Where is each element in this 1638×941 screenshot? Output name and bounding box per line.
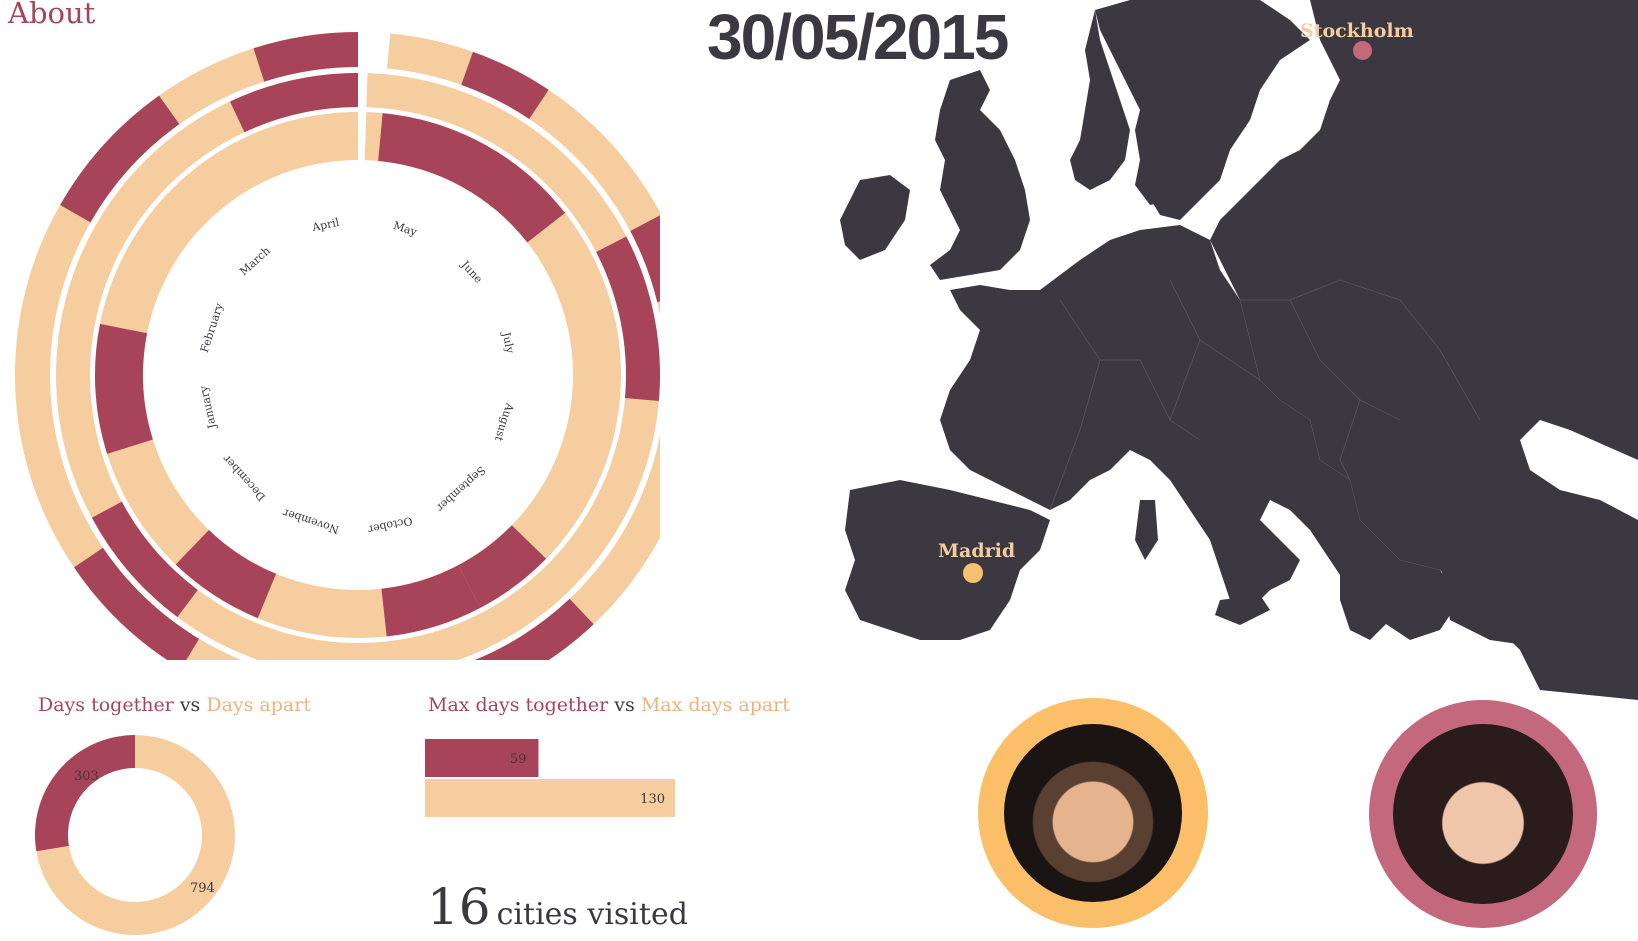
max-days-apart-label: Max days apart	[640, 694, 790, 716]
vs-label: vs	[179, 694, 201, 716]
map-norway	[1070, 10, 1130, 190]
city-dot-madrid[interactable]	[963, 563, 983, 583]
max-days-bar-chart: 59 130	[425, 739, 675, 817]
map-great-britain	[930, 70, 1030, 280]
calendar-together-segment[interactable]	[91, 501, 198, 618]
map-sicily	[1215, 595, 1270, 625]
calendar-together-segment[interactable]	[60, 95, 180, 223]
days-apart-label: Days apart	[206, 694, 311, 716]
calendar-together-segment[interactable]	[175, 529, 277, 619]
month-label: June	[458, 258, 485, 286]
month-label: November	[281, 506, 341, 536]
map-ireland	[840, 175, 910, 260]
donut-apart-slice	[36, 735, 236, 935]
max-days-heading: Max days together vs Max days apart	[428, 694, 790, 716]
cities-visited-count: 16	[427, 878, 491, 936]
calendar-ring-outer	[15, 32, 660, 660]
bar-max-together-value: 59	[510, 752, 527, 767]
month-label: July	[499, 330, 517, 355]
calendar-together-segment[interactable]	[378, 113, 566, 243]
max-days-together-label: Max days together	[428, 694, 609, 716]
map-denmark	[1135, 150, 1185, 205]
month-label: May	[392, 219, 420, 239]
calendar-together-segment[interactable]	[95, 323, 153, 454]
month-label: October	[366, 514, 413, 536]
calendar-together-segment[interactable]	[342, 598, 594, 660]
map-continental-europe	[940, 225, 1460, 640]
calendar-together-segment[interactable]	[458, 525, 547, 608]
month-label: September	[433, 463, 488, 514]
map-land	[840, 0, 1638, 700]
city-dot-stockholm[interactable]	[1353, 41, 1372, 60]
days-donut-chart: 303 794	[35, 735, 236, 935]
days-heading: Days together vs Days apart	[38, 694, 311, 716]
days-together-label: Days together	[38, 694, 174, 716]
month-label: April	[310, 216, 341, 235]
month-label: December	[220, 452, 269, 504]
about-link[interactable]: About	[8, 0, 96, 30]
map-borders	[1049, 279, 1481, 511]
map-turkey	[1440, 530, 1638, 650]
month-label: August	[492, 400, 517, 443]
calendar-together-segment[interactable]	[630, 215, 660, 303]
map-finland-russia	[1210, 0, 1638, 700]
map-greece	[1340, 560, 1400, 640]
calendar-together-segment[interactable]	[253, 32, 358, 82]
cities-visited-label: cities visited	[496, 897, 688, 932]
calendar-together-segment[interactable]	[381, 565, 481, 637]
calendar-together-segment[interactable]	[596, 236, 660, 401]
donut-apart-value: 794	[190, 881, 215, 896]
donut-together-slice	[35, 735, 135, 852]
calendar-together-segment[interactable]	[461, 51, 549, 119]
bar-max-apart-value: 130	[640, 792, 665, 807]
map-italy	[1185, 440, 1300, 590]
person-photo-icon	[1393, 724, 1573, 904]
city-label-stockholm: Stockholm	[1300, 20, 1414, 42]
person-photo-icon	[1004, 724, 1182, 902]
calendar-together-segment[interactable]	[230, 73, 358, 133]
avatar-left[interactable]	[978, 698, 1208, 928]
month-label: March	[237, 244, 273, 278]
month-label: January	[197, 384, 219, 431]
avatar-right[interactable]	[1369, 700, 1597, 928]
map-sardinia	[1135, 500, 1158, 560]
map-iberia	[845, 480, 1050, 640]
bar-max-together	[425, 739, 539, 777]
bar-max-apart	[425, 779, 675, 817]
donut-together-value: 303	[74, 769, 99, 784]
city-label-madrid: Madrid	[938, 540, 1016, 562]
month-label: February	[198, 301, 226, 354]
vs-label: vs	[614, 694, 635, 716]
calendar-together-segment[interactable]	[74, 547, 200, 660]
cities-visited: 16 cities visited	[427, 878, 688, 936]
current-date: 30/05/2015	[707, 1, 1009, 73]
europe-map[interactable]	[840, 0, 1638, 700]
